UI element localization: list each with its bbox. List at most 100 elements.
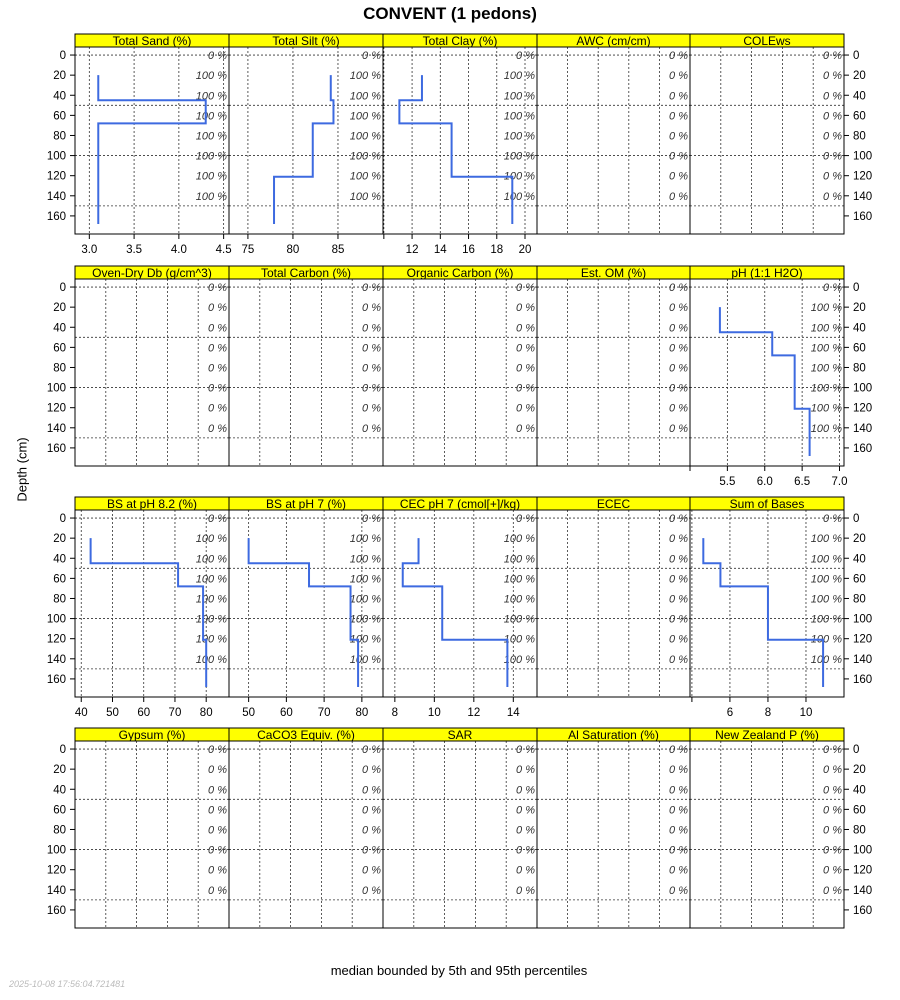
x-tick-label: 3.5: [126, 244, 142, 256]
x-tick-label: 18: [490, 244, 503, 256]
data-coverage-label: 0 %: [669, 744, 688, 756]
data-coverage-label: 100 %: [504, 130, 535, 142]
data-coverage-label: 0 %: [823, 744, 842, 756]
data-coverage-label: 0 %: [823, 282, 842, 294]
panel-title: SAR: [448, 728, 473, 742]
data-coverage-label: 0 %: [362, 784, 381, 796]
data-coverage-label: 0 %: [516, 865, 535, 877]
data-coverage-label: 100 %: [504, 553, 535, 565]
y-tick-label-left: 60: [53, 342, 66, 354]
data-coverage-label: 0 %: [362, 845, 381, 857]
y-tick-label-right: 160: [853, 211, 872, 223]
data-coverage-label: 0 %: [208, 302, 227, 314]
data-coverage-label: 0 %: [669, 784, 688, 796]
data-coverage-label: 0 %: [362, 403, 381, 415]
timestamp: 2025-10-08 17:56:04.721481: [9, 979, 126, 989]
y-tick-label-left: 20: [53, 764, 66, 776]
panel-gypsum: Gypsum (%) 0 % 0 % 0 % 0 % 0 % 0 % 0 % 0 %: [74, 727, 230, 929]
data-coverage-label: 0 %: [516, 302, 535, 314]
data-coverage-label: 100 %: [811, 383, 842, 395]
y-tick-label-right: 100: [853, 383, 872, 395]
y-tick-label-left: 20: [53, 533, 66, 545]
y-tick-label-right: 80: [853, 824, 866, 836]
data-coverage-label: 100 %: [811, 322, 842, 334]
panel-title: COLEws: [743, 34, 790, 48]
panel-title: Gypsum (%): [119, 728, 186, 742]
data-coverage-label: 0 %: [516, 362, 535, 374]
y-tick-label-right: 0: [853, 744, 859, 756]
x-tick-label: 50: [106, 707, 119, 719]
y-tick-label-right: 20: [853, 302, 866, 314]
y-tick-label-right: 100: [853, 614, 872, 626]
data-coverage-label: 100 %: [811, 634, 842, 646]
data-coverage-label: 0 %: [208, 513, 227, 525]
data-coverage-label: 0 %: [669, 654, 688, 666]
data-coverage-label: 0 %: [669, 845, 688, 857]
data-coverage-label: 100 %: [350, 573, 381, 585]
data-coverage-label: 100 %: [504, 573, 535, 585]
y-tick-label-left: 120: [47, 634, 66, 646]
panel-title: CaCO3 Equiv. (%): [257, 728, 355, 742]
data-coverage-label: 0 %: [362, 322, 381, 334]
data-coverage-label: 0 %: [669, 151, 688, 163]
data-coverage-label: 100 %: [504, 593, 535, 605]
y-tick-label-right: 140: [853, 423, 872, 435]
data-coverage-label: 100 %: [196, 553, 227, 565]
data-coverage-label: 100 %: [504, 110, 535, 122]
data-coverage-label: 100 %: [350, 614, 381, 626]
x-tick-label: 80: [287, 244, 300, 256]
data-coverage-label: 0 %: [516, 383, 535, 395]
y-tick-label-left: 160: [47, 905, 66, 917]
x-tick-label: 4.5: [216, 244, 232, 256]
panel-title: Est. OM (%): [581, 266, 646, 280]
data-coverage-label: 0 %: [516, 513, 535, 525]
data-coverage-label: 0 %: [208, 383, 227, 395]
panel-caco3-equiv: CaCO3 Equiv. (%) 0 % 0 % 0 % 0 % 0 % 0 % 0 % 0 %: [228, 727, 384, 929]
x-tick-label: 60: [280, 707, 293, 719]
data-coverage-label: 100 %: [350, 171, 381, 183]
data-coverage-label: 0 %: [362, 744, 381, 756]
chart-footer: median bounded by 5th and 95th percentil…: [330, 963, 588, 978]
data-coverage-label: 0 %: [669, 130, 688, 142]
median-profile-line: [401, 538, 509, 687]
data-coverage-label: 0 %: [669, 362, 688, 374]
data-coverage-label: 0 %: [208, 764, 227, 776]
data-coverage-label: 0 %: [208, 824, 227, 836]
data-coverage-label: 100 %: [811, 614, 842, 626]
y-tick-label-left: 80: [53, 130, 66, 142]
panel-title: Total Silt (%): [272, 34, 339, 48]
data-coverage-label: 0 %: [208, 423, 227, 435]
data-coverage-label: 0 %: [669, 282, 688, 294]
x-tick-label: 6.0: [757, 476, 773, 488]
x-tick-label: 4.0: [171, 244, 187, 256]
x-tick-label: 10: [428, 707, 441, 719]
median-profile-line: [273, 75, 335, 224]
panel-title: pH (1:1 H2O): [731, 266, 802, 280]
data-coverage-label: 100 %: [350, 654, 381, 666]
data-coverage-label: 0 %: [362, 362, 381, 374]
data-coverage-label: 0 %: [823, 845, 842, 857]
y-tick-label-left: 0: [60, 50, 66, 62]
panel-frame: [689, 740, 845, 929]
data-coverage-label: 0 %: [669, 804, 688, 816]
y-tick-label-left: 40: [53, 784, 66, 796]
data-coverage-label: 100 %: [504, 151, 535, 163]
panel-title: CEC pH 7 (cmol[+]/kg): [400, 497, 520, 511]
y-tick-label-right: 40: [853, 784, 866, 796]
y-tick-label-left: 140: [47, 423, 66, 435]
y-tick-label-left: 20: [53, 302, 66, 314]
y-tick-label-right: 80: [853, 593, 866, 605]
data-coverage-label: 100 %: [811, 302, 842, 314]
y-tick-label-left: 100: [47, 151, 66, 163]
x-tick-label: 80: [355, 707, 368, 719]
data-coverage-label: 100 %: [811, 403, 842, 415]
chart-title: CONVENT (1 pedons): [363, 4, 537, 23]
median-profile-line: [702, 538, 825, 687]
y-tick-label-left: 120: [47, 403, 66, 415]
data-coverage-label: 0 %: [362, 513, 381, 525]
panel-title: AWC (cm/cm): [576, 34, 650, 48]
panel-al-saturation: Al Saturation (%) 0 % 0 % 0 % 0 % 0 % 0 % 0 % 0 …: [536, 727, 691, 929]
data-coverage-label: 0 %: [362, 804, 381, 816]
panel-total-silt: Total Silt (%) 0 % 100 % 100 % 100 % 100 % 100…: [228, 33, 384, 256]
x-tick-label: 16: [462, 244, 475, 256]
